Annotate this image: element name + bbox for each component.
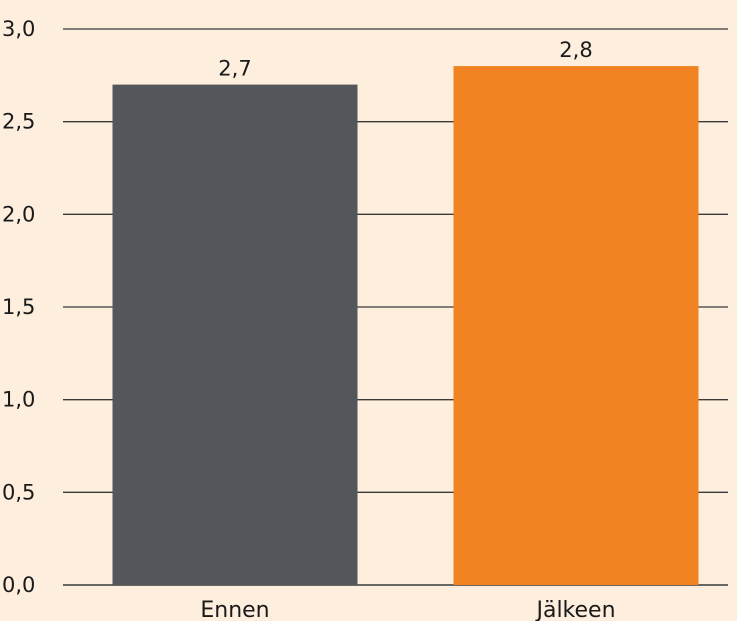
bar-ennen: [112, 84, 358, 585]
y-tick-label: 0,0: [2, 573, 35, 597]
bars: [112, 66, 699, 586]
y-tick-label: 3,0: [2, 17, 35, 41]
labels: 0,0 0,5 1,0 1,5 2,0 2,5 3,0 2,7 Ennen 2,8 Jälkeen: [2, 17, 616, 621]
data-label: 2,7: [218, 57, 251, 81]
y-tick-label: 1,5: [2, 295, 35, 319]
y-tick-label: 2,0: [2, 202, 35, 226]
x-category-label: Jälkeen: [534, 598, 615, 621]
y-tick-label: 1,0: [2, 388, 35, 412]
y-tick-label: 2,5: [2, 110, 35, 134]
y-tick-label: 0,5: [2, 480, 35, 504]
bar-jälkeen: [453, 66, 699, 586]
x-category-label: Ennen: [200, 598, 269, 621]
data-label: 2,8: [559, 38, 592, 62]
